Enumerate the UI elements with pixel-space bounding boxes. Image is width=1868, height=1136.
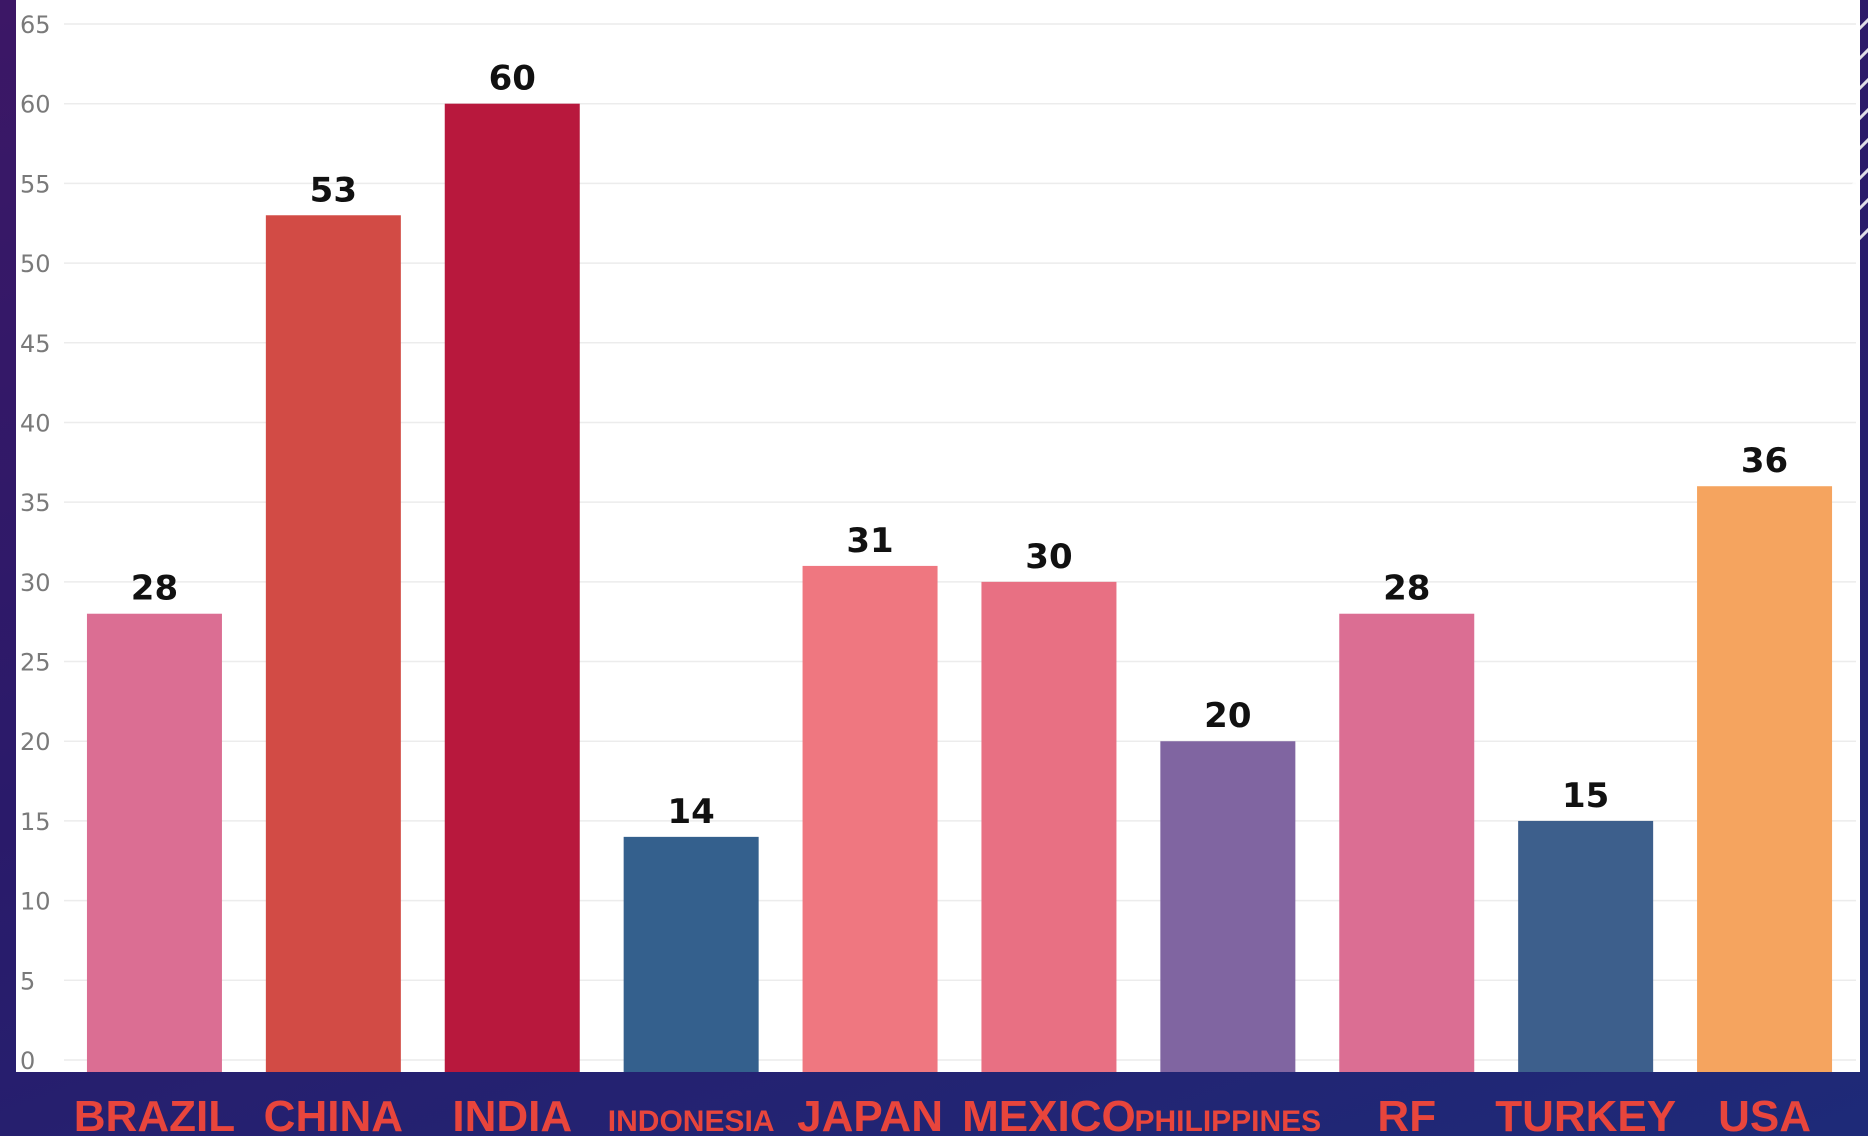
value-label: 60: [489, 59, 536, 99]
value-label: 15: [1562, 776, 1609, 816]
value-label: 14: [667, 792, 714, 832]
value-label: 36: [1741, 441, 1788, 481]
y-tick-label: 5: [20, 967, 35, 995]
value-label: 28: [131, 569, 178, 609]
y-tick-label: 10: [20, 888, 51, 916]
category-label: JAPAN: [797, 1092, 943, 1136]
bar-china: [265, 215, 401, 1072]
bar-rf: [1339, 613, 1475, 1072]
category-label: CHINA: [264, 1092, 403, 1136]
category-label: PHILIPPINES: [1134, 1105, 1321, 1136]
value-label: 31: [846, 521, 893, 561]
bars: [86, 103, 1833, 1072]
value-label: 30: [1025, 537, 1072, 577]
category-label: USA: [1718, 1092, 1811, 1136]
bar-japan: [802, 565, 938, 1072]
bar-indonesia: [623, 836, 759, 1072]
value-labels: 28 53 60 14 31 30 20 28 15 36: [131, 59, 1788, 832]
y-tick-label: 25: [20, 649, 51, 677]
y-tick-label: 30: [20, 569, 51, 597]
bar-philippines: [1160, 741, 1296, 1072]
category-labels: BRAZIL CHINA INDIA INDONESIA JAPAN MEXICOPHIL…: [74, 1092, 1811, 1136]
y-tick-label: 55: [20, 170, 51, 198]
bar-india: [444, 103, 580, 1072]
category-label: INDONESIA: [608, 1105, 775, 1136]
value-label: 28: [1383, 569, 1430, 609]
category-label: BRAZIL: [74, 1092, 235, 1136]
y-tick-label: 50: [20, 250, 51, 278]
value-label: 20: [1204, 696, 1251, 736]
category-label: MEXICO: [962, 1092, 1136, 1136]
y-tick-label: 60: [20, 91, 51, 119]
y-tick-label: 20: [20, 728, 51, 756]
y-tick-label: 35: [20, 489, 51, 517]
category-label: TURKEY: [1495, 1092, 1676, 1136]
bar-mexico: [981, 581, 1117, 1072]
category-label: INDIA: [452, 1092, 572, 1136]
y-axis-ticks: 0 5 10 15 20 25 30 35 40 45 50 55 60 65: [20, 11, 51, 1075]
y-tick-label: 40: [20, 409, 51, 437]
value-label: 53: [310, 170, 357, 210]
bar-turkey: [1518, 820, 1654, 1072]
y-tick-label: 15: [20, 808, 51, 836]
y-tick-label: 0: [20, 1047, 35, 1075]
y-tick-label: 65: [20, 11, 51, 39]
bar-brazil: [86, 613, 222, 1072]
y-tick-label: 45: [20, 330, 51, 358]
bar-usa: [1697, 486, 1833, 1072]
category-label: RF: [1377, 1092, 1436, 1136]
decorative-stripes: [1748, 0, 1868, 260]
